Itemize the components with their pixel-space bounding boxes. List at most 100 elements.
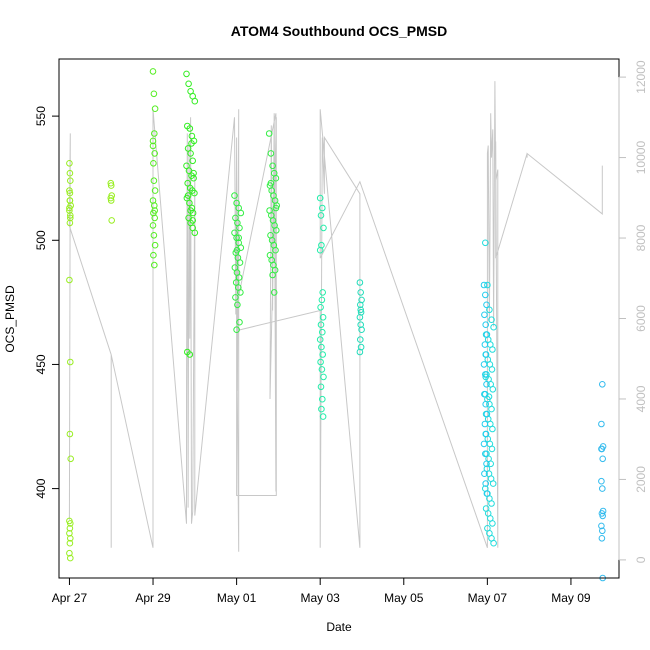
data-point xyxy=(67,214,74,222)
data-point xyxy=(482,480,490,487)
data-point xyxy=(189,217,196,224)
data-point xyxy=(66,197,74,204)
data-point xyxy=(599,512,607,520)
data-point xyxy=(482,373,490,381)
data-point xyxy=(481,390,488,398)
data-point xyxy=(151,150,158,157)
data-point xyxy=(151,202,158,209)
y-axis-right: 0 2000 4000 6000 8000 10000 12000 xyxy=(618,60,648,563)
data-point xyxy=(237,209,245,217)
data-point xyxy=(480,361,488,368)
data-point xyxy=(480,440,488,448)
data-point xyxy=(357,306,365,314)
data-point xyxy=(188,140,195,147)
secondary-line-layer xyxy=(68,81,603,552)
data-point xyxy=(488,445,496,453)
data-point xyxy=(598,522,605,530)
data-point xyxy=(150,251,157,259)
data-point xyxy=(316,336,324,343)
data-point xyxy=(149,137,157,145)
data-point xyxy=(489,386,497,393)
x-axis: Apr 27 Apr 29 May 01 May 03 May 05 May 07 May … xyxy=(52,577,591,605)
data-point xyxy=(66,204,73,212)
data-point xyxy=(483,460,490,468)
data-point xyxy=(482,321,490,329)
data-point xyxy=(184,145,192,152)
data-point xyxy=(489,520,496,527)
data-point xyxy=(149,222,157,229)
data-point xyxy=(482,351,490,358)
data-point xyxy=(316,194,324,202)
data-point xyxy=(184,192,192,199)
data-point xyxy=(598,420,605,428)
data-point xyxy=(66,207,73,214)
data-point xyxy=(67,535,74,542)
data-point xyxy=(235,234,242,242)
data-point xyxy=(482,400,490,408)
data-point xyxy=(187,150,194,157)
data-point xyxy=(481,311,488,319)
data-point xyxy=(482,430,490,438)
x-axis-title: Date xyxy=(326,620,352,634)
data-point xyxy=(490,539,497,547)
data-point xyxy=(66,539,74,547)
data-point xyxy=(319,351,327,358)
data-point xyxy=(107,194,115,202)
data-point xyxy=(236,224,243,232)
data-point xyxy=(267,179,275,187)
y2-tick-label: 2000 xyxy=(634,466,648,493)
data-point xyxy=(357,289,365,296)
data-point xyxy=(490,323,497,331)
data-point xyxy=(236,318,243,326)
data-point xyxy=(484,281,491,289)
data-point xyxy=(186,125,194,132)
y-tick-label: 500 xyxy=(34,230,48,250)
data-point xyxy=(236,259,244,266)
data-point xyxy=(319,328,326,336)
data-point xyxy=(66,276,73,284)
data-point xyxy=(488,366,496,373)
data-point xyxy=(358,326,365,334)
data-point xyxy=(270,289,278,296)
data-point xyxy=(191,229,199,237)
y-axis-title: OCS_PMSD xyxy=(3,285,17,353)
data-point xyxy=(482,371,489,378)
y2-tick-label: 0 xyxy=(634,556,648,563)
y2-tick-label: 12000 xyxy=(634,60,648,94)
data-point xyxy=(488,316,495,324)
data-point xyxy=(357,301,364,309)
data-point xyxy=(316,246,324,254)
data-point xyxy=(233,326,240,334)
data-point xyxy=(320,373,327,381)
data-point xyxy=(269,162,276,170)
y-axis-left: 400 450 500 550 xyxy=(34,106,60,499)
data-point xyxy=(357,336,364,343)
data-point xyxy=(480,281,488,289)
data-point xyxy=(66,189,74,197)
data-point xyxy=(318,296,326,304)
data-point xyxy=(272,246,279,254)
data-point xyxy=(67,455,74,463)
data-point xyxy=(185,80,192,88)
data-point xyxy=(233,246,241,254)
data-point xyxy=(265,130,273,137)
data-point xyxy=(488,500,495,507)
data-point xyxy=(151,241,159,249)
data-point xyxy=(319,204,326,212)
x-tick-label: Apr 27 xyxy=(52,591,88,605)
data-point xyxy=(272,174,280,182)
data-point xyxy=(67,212,74,219)
points-layer xyxy=(66,68,607,582)
data-point xyxy=(487,460,495,468)
data-point xyxy=(190,174,197,182)
data-point xyxy=(356,314,364,321)
data-point xyxy=(318,405,325,413)
data-point xyxy=(481,470,488,478)
x-tick-label: May 01 xyxy=(217,591,257,605)
data-point xyxy=(66,430,74,438)
data-point xyxy=(66,169,74,177)
data-point xyxy=(67,520,74,527)
data-point xyxy=(481,341,489,348)
